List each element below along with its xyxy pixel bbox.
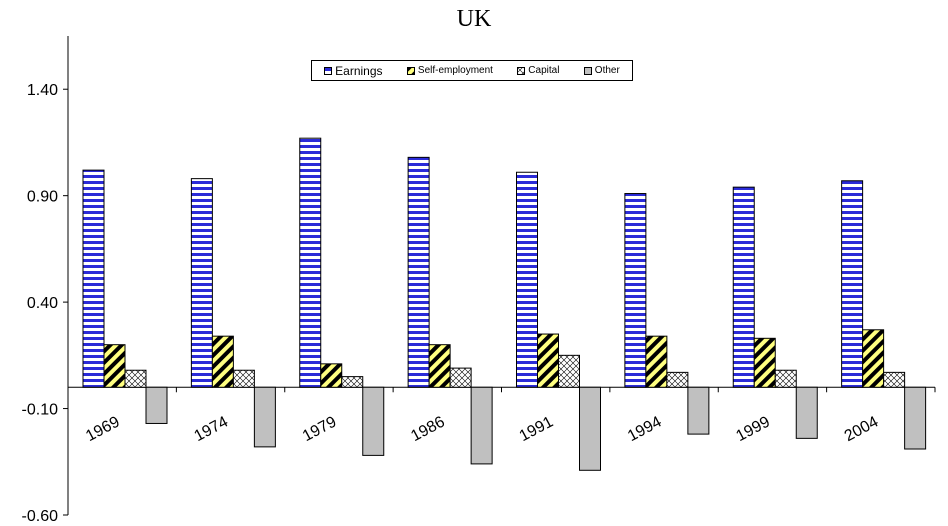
bar-earnings	[190, 178, 213, 388]
bar-earnings	[516, 171, 538, 388]
bar-other	[579, 386, 601, 471]
bar-capital	[124, 369, 147, 388]
bar-earnings	[732, 186, 755, 388]
y-tick-label: 1.40	[27, 82, 58, 99]
legend-item-earnings: Earnings	[324, 63, 383, 78]
bar-other	[362, 386, 385, 456]
bar-other	[687, 386, 710, 435]
y-tick-label: -0.10	[22, 402, 59, 419]
legend-item-capital: Capital	[517, 65, 559, 76]
bar-other	[904, 386, 927, 450]
bar-earnings	[624, 193, 647, 388]
bar-self-employment	[103, 344, 126, 388]
legend-swatch-self-employment	[406, 66, 415, 75]
x-tick-label: 1991	[517, 413, 556, 445]
bar-capital	[341, 376, 364, 388]
bar-other	[145, 386, 168, 424]
legend-label-capital: Capital	[528, 65, 560, 76]
bar-self-employment	[320, 363, 343, 388]
bar-capital	[232, 369, 255, 388]
bar-self-employment	[862, 329, 885, 388]
legend: Earnings Self-employment Capital Other	[311, 60, 633, 81]
bar-capital	[449, 367, 472, 388]
bar-capital	[774, 369, 797, 388]
bar-self-employment	[428, 344, 451, 388]
bar-self-employment	[211, 335, 234, 388]
legend-label-other: Other	[594, 65, 620, 76]
legend-item-other: Other	[583, 65, 620, 76]
bars	[82, 137, 927, 471]
bar-earnings	[82, 169, 105, 388]
y-tick-label: 0.40	[27, 295, 58, 312]
labels: 1.40 0.90 0.40 -0.10 -0.60 1969 1974 1979 1986 19…	[22, 82, 882, 525]
bar-other	[795, 386, 818, 439]
x-tick-label: 1974	[192, 413, 231, 445]
bar-self-employment	[645, 335, 668, 388]
y-tick-label: -0.60	[22, 508, 59, 525]
legend-item-self-employment: Self-employment	[406, 65, 493, 76]
bar-self-employment	[537, 333, 559, 388]
x-tick-label: 1994	[625, 413, 664, 445]
bar-other	[470, 386, 493, 465]
legend-label-earnings: Earnings	[335, 63, 383, 78]
legend-swatch-other	[583, 66, 592, 75]
x-tick-label: 1999	[733, 413, 772, 445]
legend-swatch-earnings	[324, 66, 333, 75]
bar-other	[253, 386, 276, 448]
legend-swatch-capital	[517, 66, 526, 75]
bar-capital	[666, 371, 689, 388]
x-tick-label: 1969	[83, 413, 122, 445]
bar-capital	[883, 371, 906, 388]
x-tick-label: 2004	[842, 413, 881, 445]
legend-label-self-employment: Self-employment	[417, 65, 493, 76]
bar-self-employment	[753, 337, 776, 388]
y-tick-label: 0.90	[27, 189, 58, 206]
bar-capital	[558, 354, 580, 388]
x-tick-label: 1979	[300, 413, 339, 445]
chart-title: UK	[456, 6, 492, 32]
x-tick-label: 1986	[408, 413, 447, 445]
bar-earnings	[299, 137, 322, 388]
bar-earnings	[841, 180, 864, 388]
bar-earnings	[407, 156, 430, 388]
